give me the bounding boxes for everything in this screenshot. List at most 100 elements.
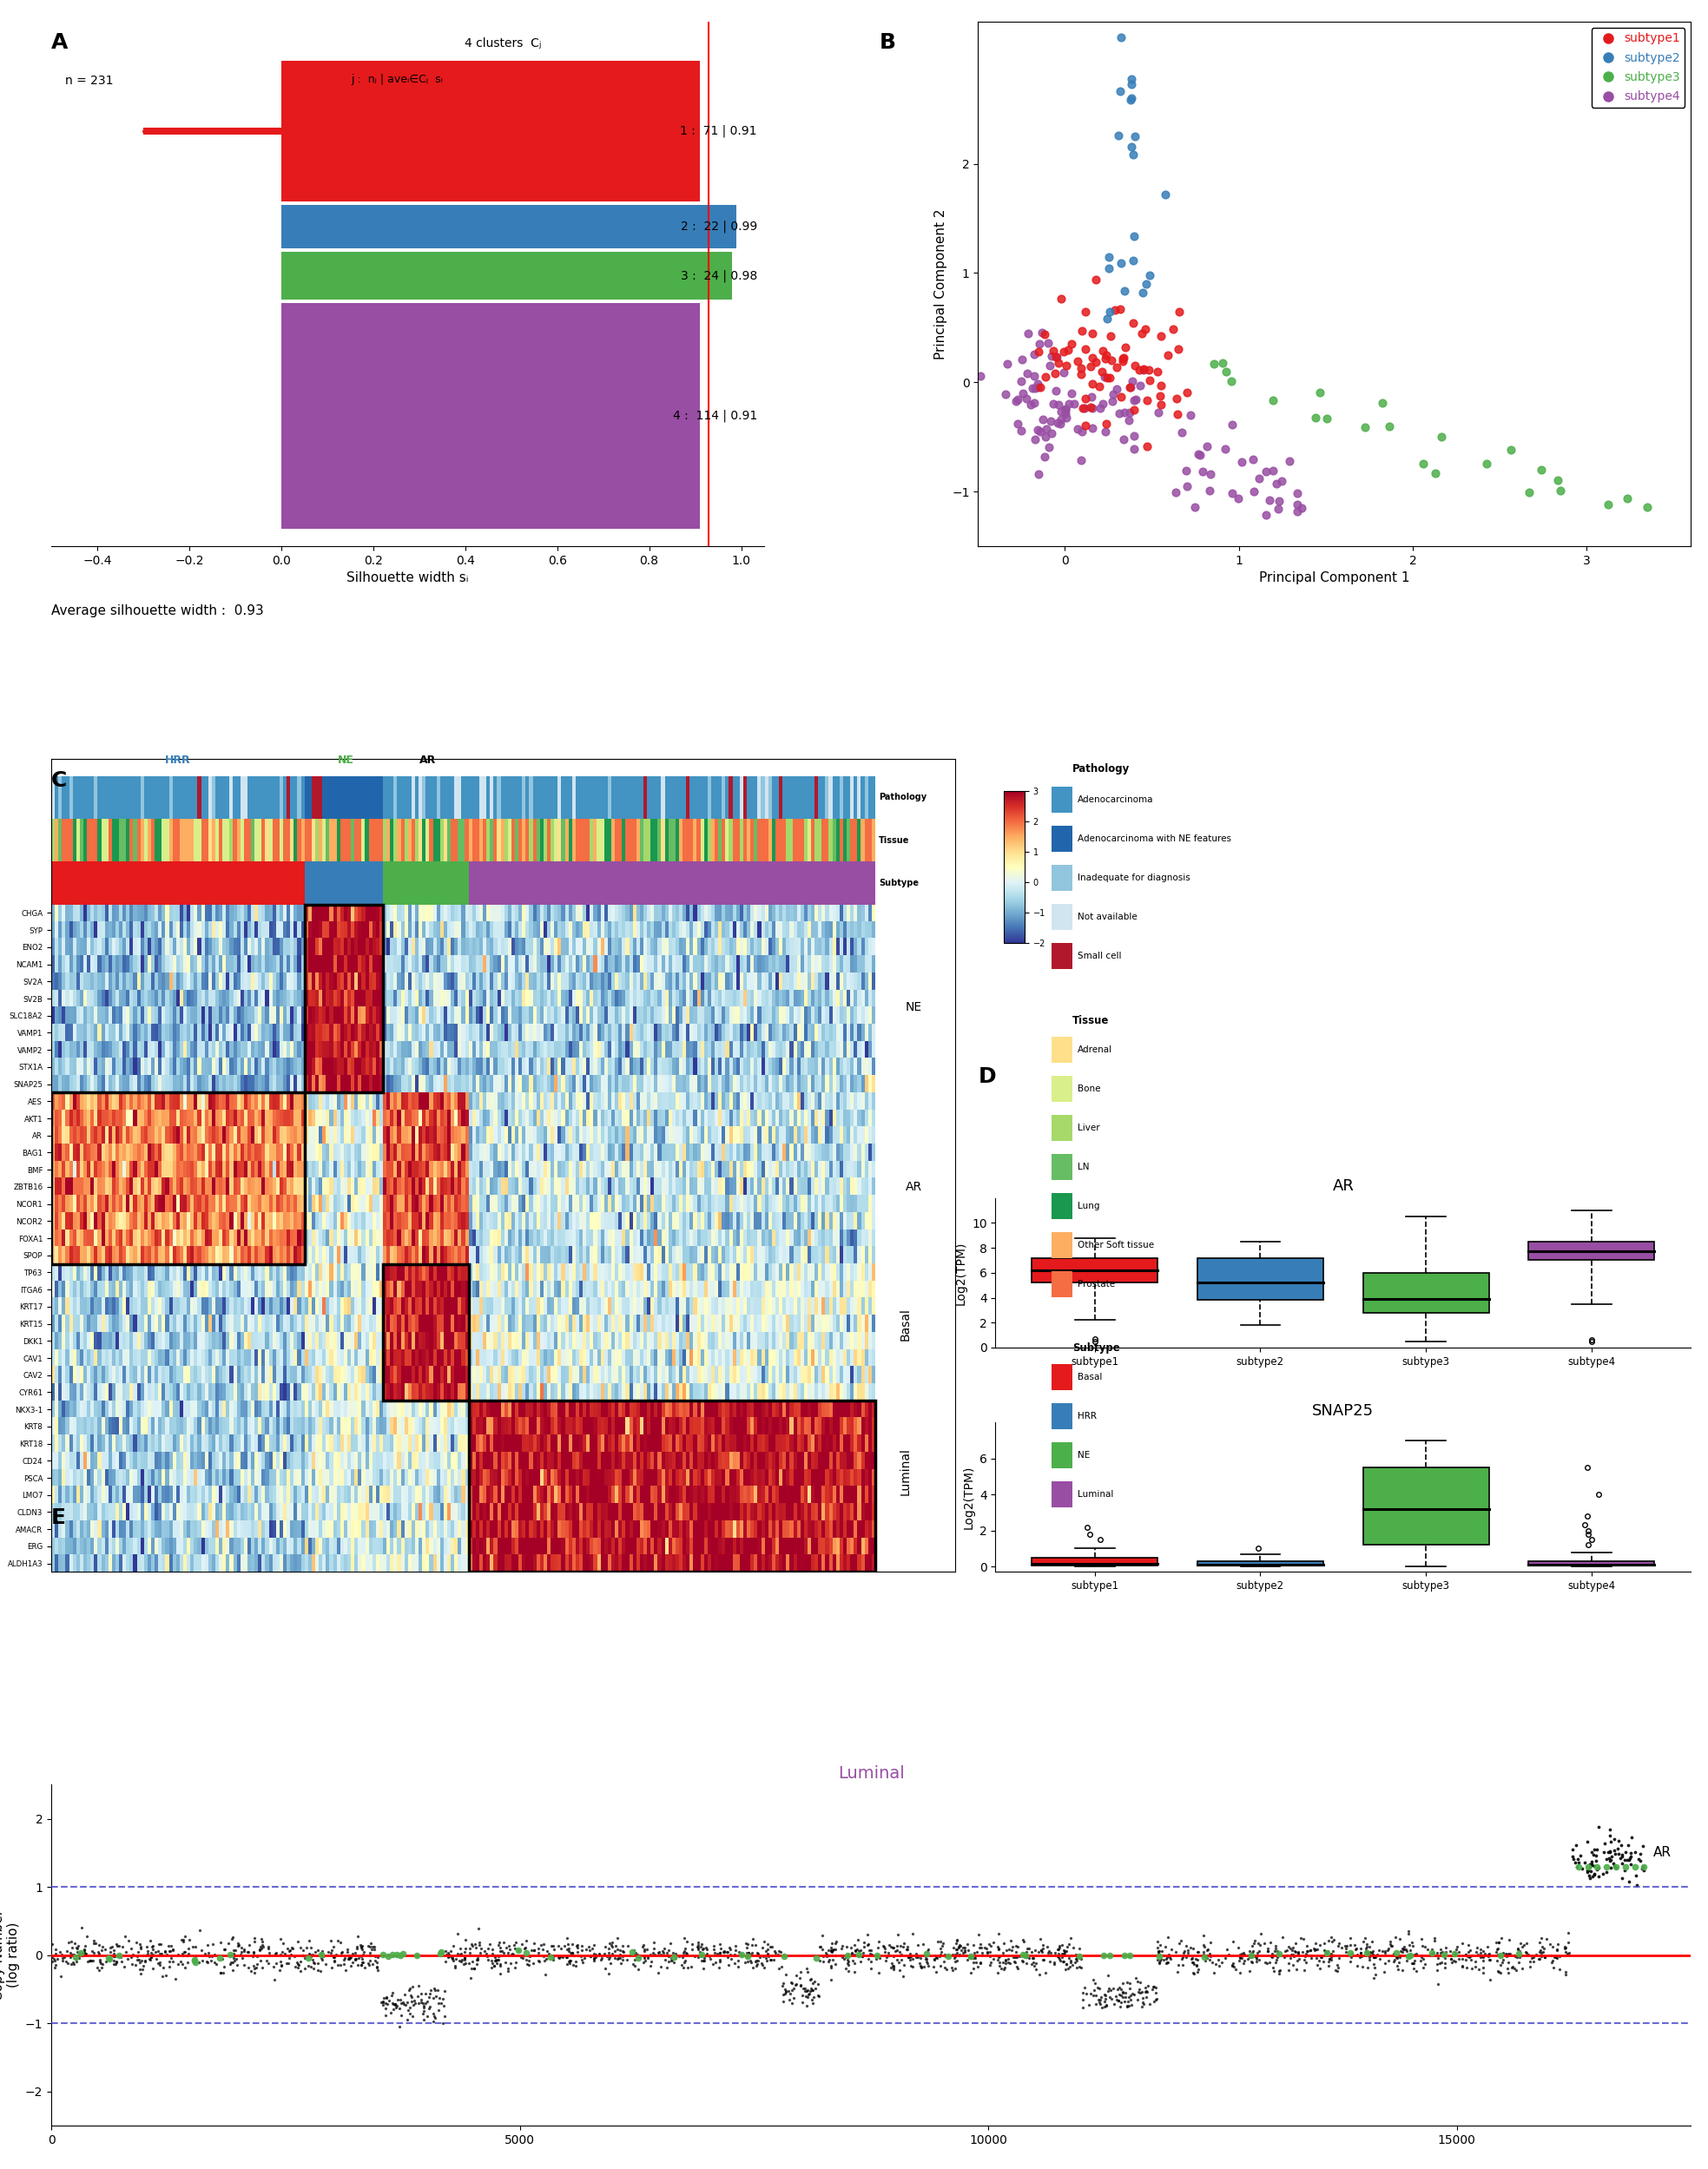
Point [796, 1976, 823, 2011]
Bar [825, 861, 828, 904]
Point [588, 1943, 615, 1978]
Point [1161, 475, 1189, 510]
Point [962, 1941, 989, 1976]
Bar [229, 820, 234, 861]
Point [1438, 1941, 1465, 1976]
Point [1462, 1943, 1489, 1978]
Bar [540, 861, 543, 904]
Point [362, 1943, 389, 1978]
Bar [73, 777, 77, 820]
Point [733, 1935, 760, 1969]
Point [678, 1933, 705, 1967]
Point [46, 1935, 73, 1969]
Point [897, 1941, 924, 1976]
Point [1397, 1946, 1424, 1980]
Bar [608, 777, 611, 820]
Point [407, 1982, 434, 2017]
Bar [190, 861, 195, 904]
Point [951, 1939, 979, 1974]
Point [758, 1937, 786, 1972]
Point [1050, 1937, 1078, 1972]
Y-axis label: Principal Component 2: Principal Component 2 [934, 208, 946, 360]
Point [282, 1950, 309, 1985]
Point [295, 1939, 323, 1974]
Point [84, 1950, 111, 1985]
Point [1004, 406, 1032, 440]
Point [1173, 469, 1201, 503]
Bar [162, 777, 166, 820]
Bar [468, 861, 471, 904]
Point [553, 1939, 581, 1974]
Bar [680, 820, 683, 861]
Point [1290, 1922, 1317, 1956]
Point [670, 1939, 697, 1974]
Bar [668, 820, 671, 861]
Point [173, 1937, 200, 1972]
Point [1062, 1941, 1090, 1976]
Point [1030, 1943, 1057, 1978]
Point [1127, 1976, 1155, 2011]
Point [1527, 1933, 1554, 1967]
Point [290, 1933, 318, 1967]
Point [1262, 466, 1290, 501]
Point [1071, 382, 1098, 416]
Point [1119, 243, 1146, 278]
Point [1324, 1928, 1351, 1963]
Point [1180, 1946, 1208, 1980]
Point [1266, 1952, 1293, 1987]
Bar [671, 861, 675, 904]
Point [389, 1985, 417, 2019]
Point [1086, 390, 1114, 425]
Point [559, 1948, 586, 1982]
Point [99, 1933, 126, 1967]
Point [487, 1956, 514, 1991]
Point [149, 1959, 176, 1993]
Point [1252, 497, 1279, 531]
Point [111, 1920, 138, 1954]
Bar [664, 820, 668, 861]
Point [345, 1948, 372, 1982]
Bar [840, 861, 844, 904]
Point [1442, 1937, 1469, 1972]
Point [1100, 377, 1127, 412]
Point [1220, 1946, 1247, 1980]
Point [1506, 1939, 1534, 1974]
Point [847, 1933, 874, 1967]
Point [1385, 1939, 1413, 1974]
Bar [793, 820, 796, 861]
Bar [625, 820, 629, 861]
Point [383, 1989, 410, 2024]
Point [1168, 1948, 1196, 1982]
Point [1117, 1982, 1144, 2017]
Point [1144, 354, 1172, 388]
Bar [782, 777, 786, 820]
Point [133, 1928, 161, 1963]
Point [495, 1952, 523, 1987]
Point [946, 1937, 974, 1972]
Point [1576, 1850, 1604, 1885]
Bar [418, 777, 422, 820]
Point [420, 2000, 447, 2035]
Point [658, 1943, 685, 1978]
Point [1042, 1935, 1069, 1969]
Bar [183, 861, 186, 904]
Bar [740, 861, 743, 904]
Point [818, 1926, 845, 1961]
Bar [432, 861, 437, 904]
Point [1307, 1939, 1334, 1974]
Point [1488, 1948, 1515, 1982]
Point [1091, 1978, 1119, 2013]
Point [555, 1943, 582, 1978]
Point [471, 1935, 499, 1969]
Point [1559, 1839, 1587, 1874]
Point [142, 1935, 169, 1969]
Point [1395, 1917, 1423, 1952]
Bar [51, 820, 55, 861]
Point [1021, 371, 1049, 406]
Point [1020, 336, 1047, 371]
Bar [847, 820, 851, 861]
Point [1269, 1920, 1296, 1954]
Point [581, 1937, 608, 1972]
Point [793, 1989, 820, 2024]
Point [301, 1946, 328, 1980]
